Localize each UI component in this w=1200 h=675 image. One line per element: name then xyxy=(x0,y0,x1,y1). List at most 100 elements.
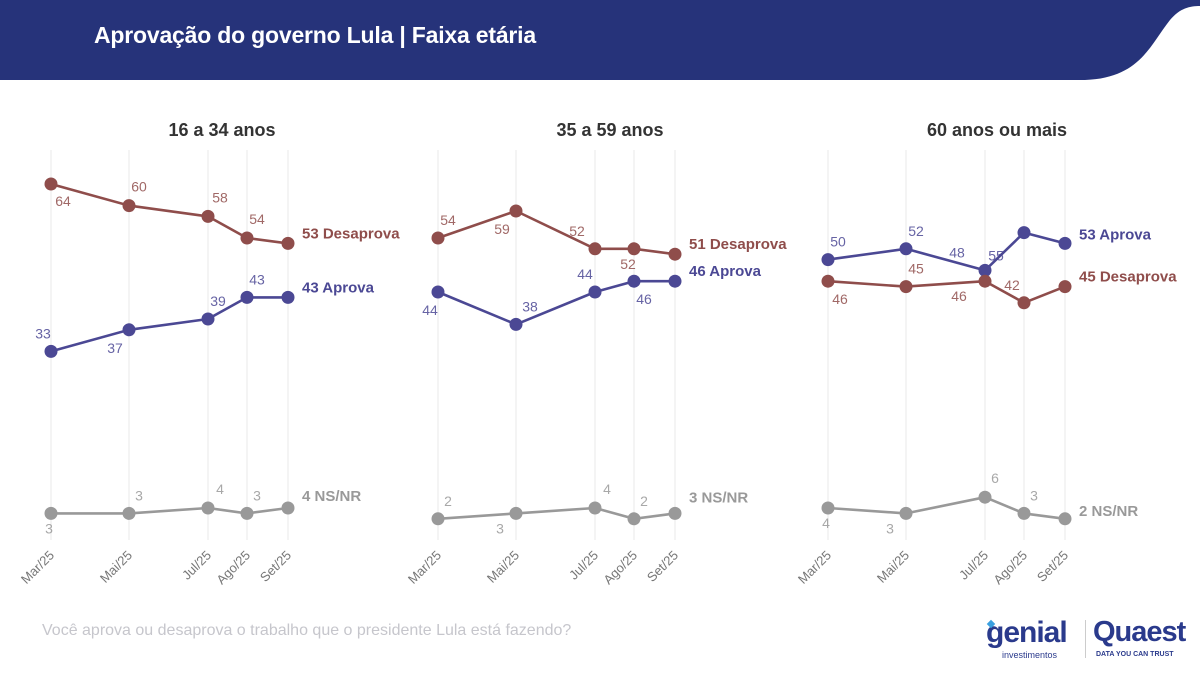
data-point-desaprova xyxy=(821,274,835,288)
end-label-nsnr: 4 NS/NR xyxy=(302,488,361,505)
data-point-aprova xyxy=(281,290,295,304)
x-tick-label: Mar/25 xyxy=(18,548,57,587)
quaest-logo-tagline: DATA YOU CAN TRUST xyxy=(1096,651,1174,658)
data-label-nsnr: 3 xyxy=(496,520,504,536)
data-label-aprova: 33 xyxy=(35,325,51,341)
data-point-aprova xyxy=(899,242,913,256)
data-label-aprova: 37 xyxy=(107,340,123,356)
end-label-aprova: 46 Aprova xyxy=(689,263,762,280)
data-label-aprova: 38 xyxy=(522,298,538,314)
data-label-nsnr: 4 xyxy=(216,481,224,497)
data-point-aprova xyxy=(509,317,523,331)
x-tick-label: Ago/25 xyxy=(213,548,253,588)
data-label-desaprova: 58 xyxy=(212,189,228,205)
x-tick-label: Ago/25 xyxy=(600,548,640,588)
genial-logo: genial xyxy=(986,616,1068,649)
data-point-nsnr xyxy=(281,501,295,515)
data-point-desaprova xyxy=(668,247,682,261)
data-point-desaprova xyxy=(978,274,992,288)
data-point-aprova xyxy=(44,344,58,358)
chart-panel-1: 16 a 34 anos Mar/25 Mai/25 Jul/25 Ago/25 Set/… xyxy=(18,120,400,587)
data-label-nsnr: 4 xyxy=(822,515,830,531)
data-label-desaprova: 46 xyxy=(832,291,848,307)
x-tick-label: Set/25 xyxy=(1034,548,1071,585)
genial-logo-subtitle: investimentos xyxy=(1002,650,1058,660)
data-label-aprova: 44 xyxy=(422,302,438,318)
x-tick-label: Mar/25 xyxy=(405,548,444,587)
data-point-nsnr xyxy=(627,512,641,526)
data-point-desaprova xyxy=(509,204,523,218)
data-label-aprova: 39 xyxy=(210,293,226,309)
end-label-nsnr: 2 NS/NR xyxy=(1079,503,1138,520)
data-label-desaprova: 60 xyxy=(131,179,147,195)
data-label-aprova: 48 xyxy=(949,244,965,260)
data-label-nsnr: 3 xyxy=(253,487,261,503)
series-line-aprova xyxy=(50,296,288,353)
data-label-aprova: 55 xyxy=(988,248,1004,264)
page-title: Aprovação do governo Lula | Faixa etária xyxy=(94,22,536,48)
data-point-nsnr xyxy=(899,506,913,520)
data-point-nsnr xyxy=(1017,506,1031,520)
logos: genial investimentos Quaest DATA YOU CAN… xyxy=(980,616,1190,664)
data-point-desaprova xyxy=(899,280,913,294)
data-label-nsnr: 6 xyxy=(991,470,999,486)
data-label-desaprova: 52 xyxy=(569,223,585,239)
data-point-desaprova xyxy=(627,242,641,256)
data-label-nsnr: 3 xyxy=(45,520,53,536)
data-point-nsnr xyxy=(821,501,835,515)
data-point-nsnr xyxy=(122,506,136,520)
panel-title: 35 a 59 anos xyxy=(556,120,663,140)
data-label-aprova: 44 xyxy=(577,266,593,282)
data-point-aprova xyxy=(821,253,835,267)
data-label-desaprova: 59 xyxy=(494,221,510,237)
data-point-nsnr xyxy=(240,506,254,520)
data-point-aprova xyxy=(240,290,254,304)
data-point-desaprova xyxy=(431,231,445,245)
data-point-aprova xyxy=(668,274,682,288)
survey-question: Você aprova ou desaprova o trabalho que … xyxy=(42,622,572,639)
data-point-nsnr xyxy=(44,506,58,520)
logo-divider xyxy=(1085,620,1086,658)
data-point-desaprova xyxy=(44,177,58,191)
data-label-nsnr: 4 xyxy=(603,481,611,497)
x-tick-label: Mai/25 xyxy=(484,548,522,586)
data-point-nsnr xyxy=(431,512,445,526)
data-label-aprova: 50 xyxy=(830,234,846,250)
data-point-desaprova xyxy=(240,231,254,245)
data-point-nsnr xyxy=(978,490,992,504)
data-point-nsnr xyxy=(201,501,215,515)
end-label-desaprova: 53 Desaprova xyxy=(302,225,400,242)
data-point-desaprova xyxy=(122,199,136,213)
data-label-aprova: 46 xyxy=(636,291,652,307)
x-tick-label: Ago/25 xyxy=(990,548,1030,588)
data-label-nsnr: 3 xyxy=(1030,487,1038,503)
data-label-nsnr: 3 xyxy=(886,520,894,536)
data-label-desaprova: 52 xyxy=(620,256,636,272)
end-label-desaprova: 51 Desaprova xyxy=(689,236,787,253)
panel-title: 16 a 34 anos xyxy=(168,120,275,140)
data-point-nsnr xyxy=(588,501,602,515)
data-label-desaprova: 46 xyxy=(951,288,967,304)
data-label-aprova: 43 xyxy=(249,271,265,287)
data-label-aprova: 52 xyxy=(908,223,924,239)
x-tick-label: Mar/25 xyxy=(795,548,834,587)
end-label-nsnr: 3 NS/NR xyxy=(689,489,748,506)
quaest-logo: Quaest xyxy=(1093,616,1186,648)
data-point-aprova xyxy=(1058,236,1072,250)
end-label-aprova: 43 Aprova xyxy=(302,279,375,296)
data-label-desaprova: 42 xyxy=(1004,277,1020,293)
data-point-aprova xyxy=(122,323,136,337)
data-point-aprova xyxy=(201,312,215,326)
end-label-aprova: 53 Aprova xyxy=(1079,226,1152,243)
header-banner xyxy=(0,0,1200,80)
x-tick-label: Set/25 xyxy=(257,548,294,585)
data-label-desaprova: 64 xyxy=(55,193,71,209)
data-label-nsnr: 2 xyxy=(640,493,648,509)
data-point-aprova xyxy=(627,274,641,288)
data-point-nsnr xyxy=(1058,512,1072,526)
x-tick-label: Mai/25 xyxy=(97,548,135,586)
data-point-aprova xyxy=(978,263,992,277)
data-point-desaprova xyxy=(1058,280,1072,294)
x-tick-label: Jul/25 xyxy=(179,548,214,583)
